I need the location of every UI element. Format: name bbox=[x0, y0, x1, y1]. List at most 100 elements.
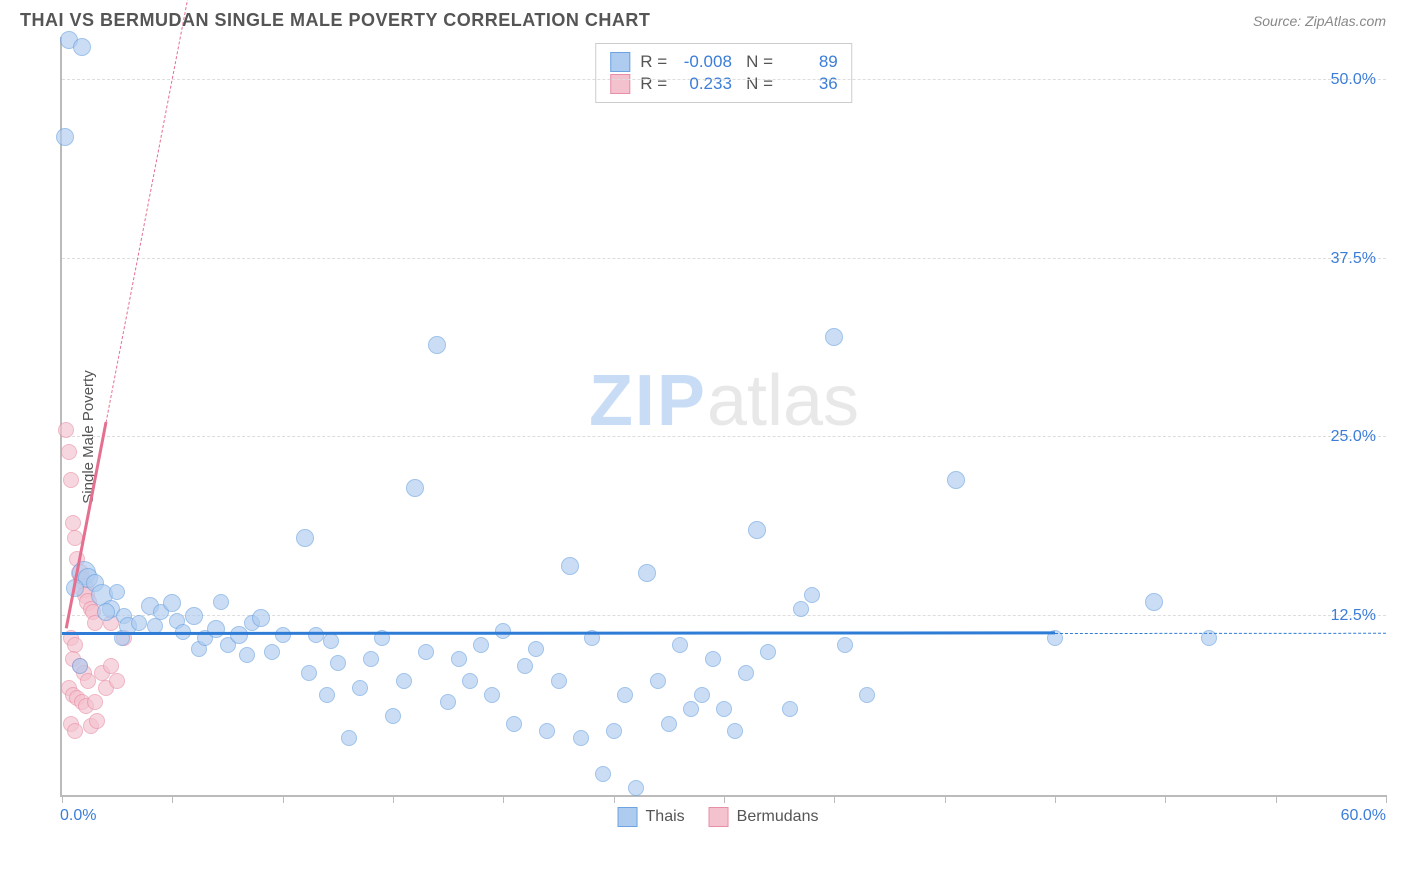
data-point bbox=[506, 716, 522, 732]
chart-container: Single Male Poverty ZIPatlas R = -0.008 … bbox=[50, 37, 1386, 837]
data-point bbox=[561, 557, 579, 575]
x-tick bbox=[1055, 795, 1056, 803]
data-point bbox=[301, 665, 317, 681]
data-point bbox=[58, 422, 74, 438]
data-point bbox=[207, 620, 225, 638]
data-point bbox=[617, 687, 633, 703]
legend-swatch bbox=[610, 52, 630, 72]
data-point bbox=[396, 673, 412, 689]
x-tick bbox=[834, 795, 835, 803]
data-point bbox=[109, 673, 125, 689]
data-point bbox=[672, 637, 688, 653]
x-tick bbox=[393, 795, 394, 803]
data-point bbox=[440, 694, 456, 710]
data-point bbox=[296, 529, 314, 547]
legend-row: R = -0.008 N = 89 bbox=[610, 52, 837, 72]
data-point bbox=[67, 637, 83, 653]
data-point bbox=[418, 644, 434, 660]
data-point bbox=[573, 730, 589, 746]
x-tick bbox=[283, 795, 284, 803]
data-point bbox=[352, 680, 368, 696]
data-point bbox=[363, 651, 379, 667]
plot-area: ZIPatlas R = -0.008 N = 89R = 0.233 N = … bbox=[60, 37, 1386, 797]
data-point bbox=[661, 716, 677, 732]
data-point bbox=[163, 594, 181, 612]
data-point bbox=[323, 633, 339, 649]
data-point bbox=[517, 658, 533, 674]
data-point bbox=[760, 644, 776, 660]
data-point bbox=[87, 694, 103, 710]
data-point bbox=[628, 780, 644, 796]
data-point bbox=[451, 651, 467, 667]
data-point bbox=[727, 723, 743, 739]
data-point bbox=[63, 472, 79, 488]
data-point bbox=[72, 658, 88, 674]
data-point bbox=[716, 701, 732, 717]
data-point bbox=[56, 128, 74, 146]
legend-label: Thais bbox=[646, 808, 685, 826]
x-tick bbox=[614, 795, 615, 803]
gridline-h bbox=[62, 258, 1386, 259]
data-point bbox=[793, 601, 809, 617]
gridline-h bbox=[62, 79, 1386, 80]
gridline-h bbox=[62, 436, 1386, 437]
x-tick bbox=[62, 795, 63, 803]
x-tick bbox=[1276, 795, 1277, 803]
data-point bbox=[694, 687, 710, 703]
data-point bbox=[275, 627, 291, 643]
y-tick-label: 50.0% bbox=[1331, 71, 1376, 89]
x-tick bbox=[172, 795, 173, 803]
data-point bbox=[73, 38, 91, 56]
x-tick bbox=[945, 795, 946, 803]
legend-label: Bermudans bbox=[737, 808, 819, 826]
data-point bbox=[428, 336, 446, 354]
data-point bbox=[61, 444, 77, 460]
data-point bbox=[264, 644, 280, 660]
x-tick bbox=[1386, 795, 1387, 803]
legend-swatch bbox=[610, 74, 630, 94]
data-point bbox=[748, 521, 766, 539]
y-tick-label: 25.0% bbox=[1331, 428, 1376, 446]
data-point bbox=[606, 723, 622, 739]
data-point bbox=[213, 594, 229, 610]
data-point bbox=[595, 766, 611, 782]
legend-swatch bbox=[709, 807, 729, 827]
legend-row: R = 0.233 N = 36 bbox=[610, 74, 837, 94]
y-tick-label: 12.5% bbox=[1331, 607, 1376, 625]
x-tick bbox=[1165, 795, 1166, 803]
series-legend: Thais Bermudans bbox=[618, 807, 819, 827]
data-point bbox=[109, 584, 125, 600]
data-point bbox=[252, 609, 270, 627]
data-point bbox=[67, 723, 83, 739]
x-tick bbox=[503, 795, 504, 803]
legend-swatch bbox=[618, 807, 638, 827]
page-title: THAI VS BERMUDAN SINGLE MALE POVERTY COR… bbox=[20, 10, 650, 31]
data-point bbox=[738, 665, 754, 681]
data-point bbox=[185, 607, 203, 625]
data-point bbox=[341, 730, 357, 746]
data-point bbox=[462, 673, 478, 689]
data-point bbox=[385, 708, 401, 724]
data-point bbox=[330, 655, 346, 671]
trend-line bbox=[106, 0, 217, 423]
data-point bbox=[406, 479, 424, 497]
data-point bbox=[1145, 593, 1163, 611]
data-point bbox=[308, 627, 324, 643]
x-tick bbox=[724, 795, 725, 803]
data-point bbox=[705, 651, 721, 667]
data-point bbox=[319, 687, 335, 703]
source-label: Source: ZipAtlas.com bbox=[1253, 13, 1386, 29]
data-point bbox=[528, 641, 544, 657]
data-point bbox=[804, 587, 820, 603]
data-point bbox=[239, 647, 255, 663]
data-point bbox=[539, 723, 555, 739]
trend-line bbox=[1055, 633, 1386, 634]
y-tick-label: 37.5% bbox=[1331, 250, 1376, 268]
data-point bbox=[782, 701, 798, 717]
data-point bbox=[638, 564, 656, 582]
data-point bbox=[89, 713, 105, 729]
data-point bbox=[947, 471, 965, 489]
data-point bbox=[837, 637, 853, 653]
legend-item: Bermudans bbox=[709, 807, 819, 827]
data-point bbox=[859, 687, 875, 703]
